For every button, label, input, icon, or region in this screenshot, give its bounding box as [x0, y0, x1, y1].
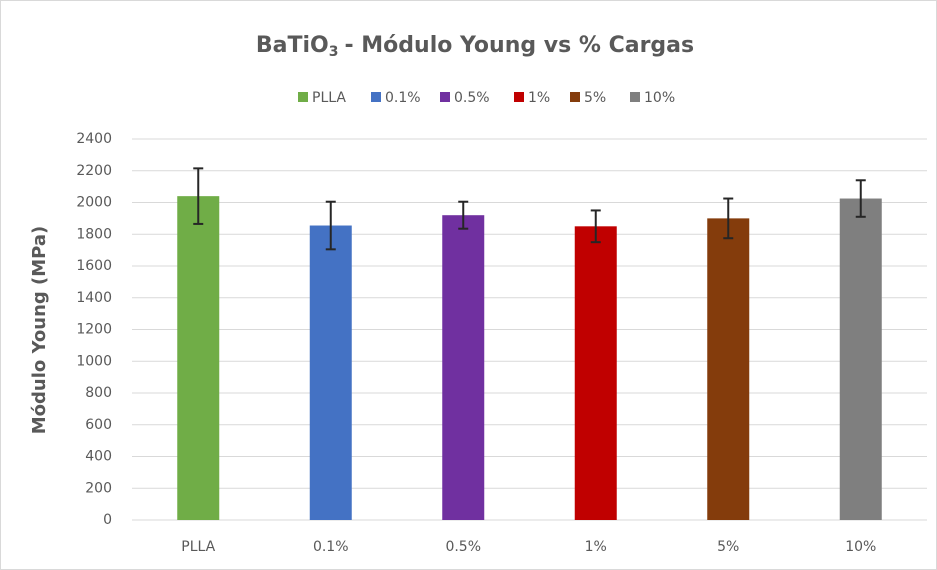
legend-label: 10%	[644, 90, 675, 106]
y-tick-label: 400	[85, 449, 112, 465]
y-tick-label: 1400	[76, 290, 112, 306]
x-tick-label: 5%	[717, 539, 739, 555]
bar	[309, 225, 352, 521]
title-sub: 3	[329, 44, 339, 60]
legend-label: 1%	[528, 90, 550, 106]
legend-label: 0.1%	[385, 90, 421, 106]
y-tick-label: 1000	[76, 353, 112, 369]
x-tick-label: 10%	[845, 539, 876, 555]
y-tick-label: 200	[85, 480, 112, 496]
y-tick-label: 0	[103, 512, 112, 528]
bar	[177, 196, 220, 520]
x-tick-label: 0.5%	[445, 539, 481, 555]
x-tick-label: 1%	[585, 539, 607, 555]
y-tick-label: 2000	[76, 195, 112, 211]
title-rest: - Módulo Young vs % Cargas	[345, 33, 695, 58]
legend-swatch	[630, 92, 640, 102]
legend-swatch	[570, 92, 580, 102]
legend-label: 5%	[584, 90, 606, 106]
legend-label: PLLA	[312, 90, 346, 106]
legend-swatch	[371, 92, 381, 102]
chart-title: BaTiO3 - Módulo Young vs % Cargas	[256, 33, 694, 60]
bar	[839, 198, 882, 520]
bar	[574, 226, 617, 520]
legend-swatch	[298, 92, 308, 102]
legend-label: 0.5%	[454, 90, 490, 106]
y-tick-label: 2400	[76, 131, 112, 147]
legend-swatch	[514, 92, 524, 102]
legend-swatch	[440, 92, 450, 102]
x-tick-label: PLLA	[181, 539, 215, 555]
y-axis-label: Módulo Young (MPa)	[29, 226, 50, 435]
y-tick-label: 800	[85, 385, 112, 401]
bar	[442, 215, 485, 520]
title-main: BaTiO	[256, 33, 329, 58]
y-tick-label: 1600	[76, 258, 112, 274]
y-tick-label: 2200	[76, 163, 112, 179]
x-tick-label: 0.1%	[313, 539, 349, 555]
y-tick-label: 1800	[76, 226, 112, 242]
bar	[707, 218, 750, 520]
y-tick-label: 1200	[76, 322, 112, 338]
y-tick-label: 600	[85, 417, 112, 433]
